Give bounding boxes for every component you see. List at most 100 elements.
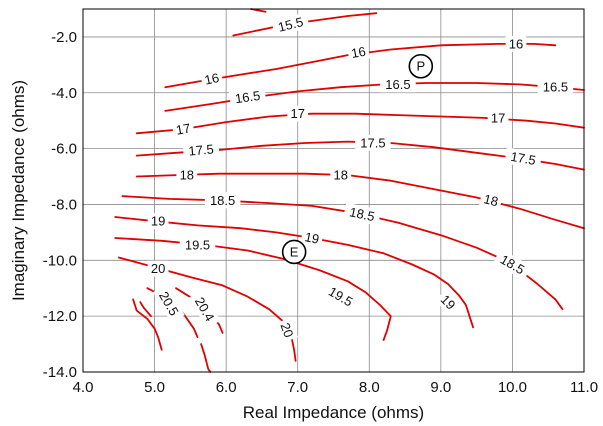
contour-label: 18.5 xyxy=(204,192,241,209)
contour-label-bg xyxy=(228,86,267,108)
contour-label-bg xyxy=(176,167,198,184)
contour-label-bg xyxy=(287,105,309,122)
marker-p: P xyxy=(408,53,434,79)
contour-label-bg xyxy=(199,68,224,89)
contour-label-bg xyxy=(492,248,532,281)
contour-label-text: 17.5 xyxy=(360,136,385,151)
contour-label-bg xyxy=(171,119,195,139)
x-tick-label: 8.0 xyxy=(359,379,380,396)
contour-label-text: 19.5 xyxy=(185,237,210,252)
contour-labels: 15.5 16 16 16 16.5 16.5 16.5 17 17 17 17.5 17.5 17.5… xyxy=(147,12,574,343)
contour-label: 17 xyxy=(287,105,309,122)
contour-label: 16.5 xyxy=(380,76,416,93)
contour-label-text: 19 xyxy=(303,229,320,247)
y-tick-label: -10.0 xyxy=(43,252,77,269)
contour-label-bg xyxy=(147,260,169,277)
contour-line xyxy=(200,343,212,373)
contour-label-text: 17 xyxy=(175,120,192,137)
contour-label-bg xyxy=(346,42,371,62)
contour-label-bg xyxy=(188,289,221,329)
plot-frame xyxy=(82,8,585,373)
contour-label-bg xyxy=(330,167,352,184)
contour-label-text: 19 xyxy=(151,214,165,229)
contour-line xyxy=(164,82,585,112)
y-tick-label: -4.0 xyxy=(51,85,77,102)
contour-line xyxy=(232,12,378,37)
contour-label-text: 20 xyxy=(277,321,296,340)
tick-labels: 4.0 5.0 6.0 7.0 8.0 9.0 10.0 11.0 -2.0 -4.0 -6.0 -8… xyxy=(43,29,598,396)
contour-label-bg xyxy=(321,280,361,313)
x-tick-label: 10.0 xyxy=(498,379,527,396)
point-markers: PE xyxy=(281,53,434,265)
contour-line xyxy=(114,216,474,329)
contour-label-bg xyxy=(271,12,310,37)
y-tick-label: -6.0 xyxy=(51,141,77,158)
x-tick-label: 11.0 xyxy=(570,379,598,396)
contour-label-text: 16.5 xyxy=(234,88,261,106)
contour-label: 16.5 xyxy=(228,86,267,108)
contour-label: 20.4 xyxy=(188,289,221,329)
x-axis-title: Real Impedance (ohms) xyxy=(243,403,424,422)
contour-label: 17.5 xyxy=(355,135,391,151)
contour-label-text: 16.5 xyxy=(385,77,410,92)
contour-label-text: 16 xyxy=(509,36,523,51)
contour-label-text: 18.5 xyxy=(348,204,376,224)
contour-label: 15.5 xyxy=(271,12,310,37)
y-tick-label: -14.0 xyxy=(43,364,77,381)
contour-label-text: 17 xyxy=(491,110,505,125)
contour-label: 19 xyxy=(147,213,169,230)
contour-label-bg xyxy=(179,236,216,253)
contour-label-text: 15.5 xyxy=(277,14,305,35)
contour-label-bg xyxy=(147,213,169,230)
contour-label-bg xyxy=(153,284,185,324)
contour-label-bg xyxy=(487,109,509,126)
contour-label-text: 16 xyxy=(350,44,367,61)
x-tick-label: 4.0 xyxy=(73,379,94,396)
x-tick-label: 7.0 xyxy=(287,379,308,396)
contour-label-text: 18 xyxy=(333,168,347,183)
contour-label: 16 xyxy=(199,68,224,89)
contour-label-text: 18 xyxy=(482,191,500,209)
grid-lines xyxy=(83,9,584,372)
y-axis-title: Imaginary Impedance (ohms) xyxy=(9,80,28,301)
y-tick-label: -8.0 xyxy=(51,196,77,213)
x-tick-label: 9.0 xyxy=(430,379,451,396)
contour-label-text: 17.5 xyxy=(188,141,215,158)
contour-line xyxy=(135,112,585,135)
contour-label: 19.5 xyxy=(179,236,216,253)
contour-label-text: 16.5 xyxy=(543,80,568,95)
contour-label-bg xyxy=(505,35,527,52)
contour-label-bg xyxy=(355,135,391,151)
contour-label-bg xyxy=(478,190,504,211)
contour-label: 20 xyxy=(275,317,299,343)
marker-label: E xyxy=(290,244,299,259)
contour-line xyxy=(114,237,392,341)
contour-label: 19 xyxy=(300,228,324,248)
contour-label-text: 17 xyxy=(290,106,304,121)
contour-line xyxy=(139,301,152,318)
marker-circle xyxy=(281,239,307,265)
x-tick-label: 6.0 xyxy=(216,379,237,396)
contour-label-bg xyxy=(537,79,574,96)
contour-line xyxy=(132,298,163,351)
contour-label: 18 xyxy=(176,167,198,184)
marker-e: E xyxy=(281,239,307,265)
contour-label-bg xyxy=(204,192,241,209)
contour-label: 16.5 xyxy=(537,79,574,96)
contour-lines xyxy=(114,8,585,373)
contour-label: 17 xyxy=(487,109,509,126)
contour-label: 16 xyxy=(346,42,371,62)
contour-label-text: 18.5 xyxy=(210,193,235,208)
contour-label: 18 xyxy=(330,167,352,184)
contour-label-bg xyxy=(434,289,462,316)
contour-label-text: 17.5 xyxy=(509,149,537,168)
contour-label: 20 xyxy=(147,260,169,277)
contour-label: 16 xyxy=(505,35,527,52)
contour-label-bg xyxy=(300,228,324,248)
contour-line xyxy=(117,256,297,362)
contour-label-bg xyxy=(504,147,543,170)
contour-line xyxy=(135,172,585,230)
y-tick-label: -12.0 xyxy=(43,308,77,325)
contour-label-bg xyxy=(343,202,382,226)
